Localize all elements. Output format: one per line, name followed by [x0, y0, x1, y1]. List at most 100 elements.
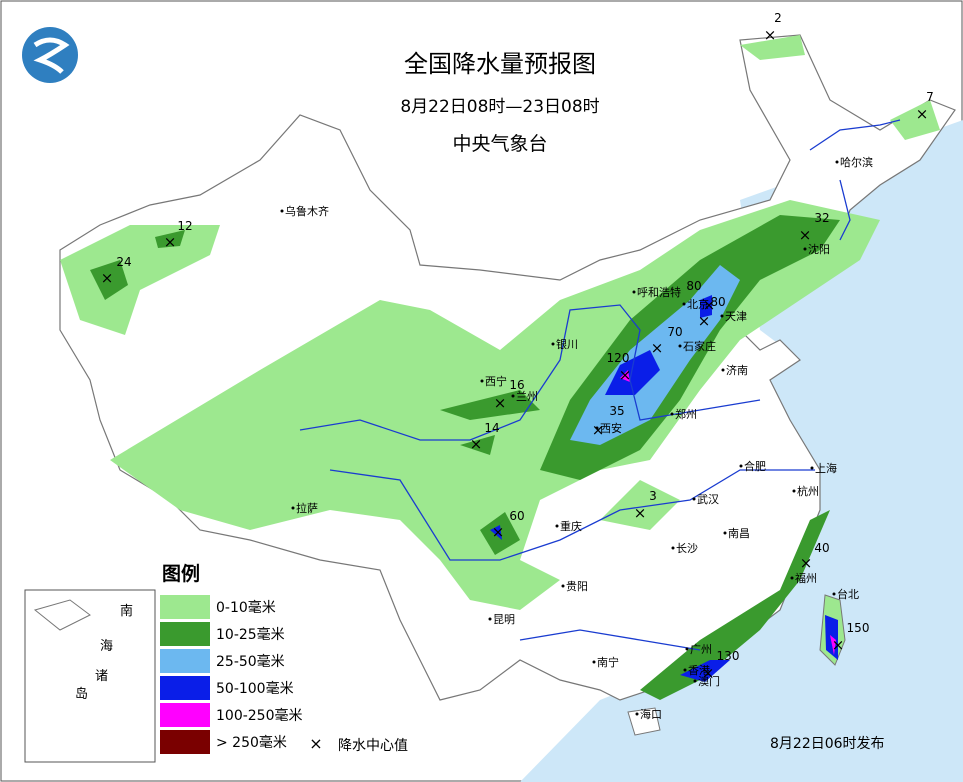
city-label: 重庆: [560, 519, 582, 533]
city-dot: [720, 314, 724, 318]
city-label: 济南: [726, 363, 748, 377]
center-value: 3: [649, 489, 657, 503]
center-marker: ×: [702, 664, 715, 682]
city-dot: [685, 647, 689, 651]
city-label: 呼和浩特: [637, 285, 681, 299]
ocean: [520, 120, 963, 782]
city-label: 哈尔滨: [840, 155, 873, 169]
city-label: 澳门: [698, 674, 720, 688]
center-marker: ×: [703, 296, 716, 314]
city-dot: [739, 464, 743, 468]
city-label: 长沙: [676, 542, 698, 555]
center-marker: ×: [470, 435, 483, 453]
center-marker: ×: [634, 504, 647, 522]
city-label: 乌鲁木齐: [285, 204, 329, 218]
legend-label: 100-250毫米: [216, 707, 303, 724]
inset-label: 诸: [95, 669, 108, 684]
city-dot: [803, 247, 807, 251]
city-label: 昆明: [493, 613, 515, 626]
city-dot: [632, 290, 636, 294]
issue-time: 8月22日06时发布: [770, 736, 885, 752]
city-label: 南宁: [597, 655, 619, 669]
city-label: 杭州: [797, 484, 819, 498]
legend-label: 50-100毫米: [216, 680, 294, 697]
center-value: 16: [509, 378, 524, 392]
city-label: 郑州: [675, 407, 697, 421]
center-marker: ×: [764, 26, 777, 44]
legend-swatch: [160, 595, 210, 619]
center-value: 120: [607, 351, 630, 365]
center-value: 80: [686, 279, 701, 293]
city-dot: [555, 524, 559, 528]
center-value: 40: [814, 541, 829, 555]
city-dot: [635, 712, 639, 716]
center-marker: ×: [492, 523, 505, 541]
center-value: 130: [717, 649, 740, 663]
city-dot: [592, 660, 596, 664]
city-label: 银川: [556, 337, 578, 351]
center-marker: ×: [799, 226, 812, 244]
city-dot: [480, 379, 484, 383]
legend-title: 图例: [162, 562, 200, 585]
legend-swatch: [160, 730, 210, 754]
precip-centers: ×2×7×12×24×32×80×80×70×120×16×35×14×3×60…: [101, 11, 934, 682]
city-label: 南昌: [728, 527, 750, 540]
city-label: 天津: [725, 310, 747, 323]
city-dot: [692, 497, 696, 501]
legend-swatch: [160, 649, 210, 673]
legend-marker-label: 降水中心值: [338, 738, 408, 754]
rain-areas: [60, 35, 940, 700]
city-dot: [678, 344, 682, 348]
city-label: 广州: [690, 643, 712, 656]
inset-label: 海: [100, 639, 113, 654]
city-dot: [551, 342, 555, 346]
legend-label: 0-10毫米: [216, 599, 276, 616]
inset-label: 南: [120, 603, 133, 619]
center-marker: ×: [101, 269, 114, 287]
center-value: 80: [710, 295, 725, 309]
city-dot: [670, 412, 674, 416]
city-dot: [835, 160, 839, 164]
city-dot: [693, 679, 697, 683]
agency: 中央气象台: [452, 133, 547, 155]
city-dot: [682, 302, 686, 306]
center-value: 12: [177, 219, 192, 233]
city-dot: [683, 668, 687, 672]
city-label: 武汉: [697, 493, 719, 506]
city-dot: [792, 489, 796, 493]
period: 8月22日08时—23日08时: [400, 97, 599, 117]
city-dot: [671, 546, 675, 550]
center-marker: ×: [592, 421, 605, 439]
city-dot: [561, 584, 565, 588]
legend-swatch: [160, 703, 210, 727]
city-label: 海口: [640, 707, 662, 721]
inset-coast: [33, 599, 91, 631]
city-dot: [721, 368, 725, 372]
city-label: 兰州: [516, 390, 538, 403]
city-label: 西安: [600, 421, 622, 435]
city-label: 贵阳: [566, 580, 588, 593]
city-dot: [832, 592, 836, 596]
city-dot: [488, 617, 492, 621]
city-dot: [810, 466, 814, 470]
legend-label: > 250毫米: [216, 734, 287, 751]
legend-marker: ×: [309, 734, 322, 753]
city-label: 台北: [837, 587, 859, 601]
city-label: 北京: [687, 297, 709, 311]
rivers: [299, 119, 901, 651]
inset-label: 岛: [75, 686, 88, 702]
legend-label: 25-50毫米: [216, 653, 285, 670]
city-label: 拉萨: [296, 501, 318, 515]
city-label: 沈阳: [808, 242, 830, 256]
center-value: 7: [926, 90, 934, 104]
center-value: 60: [509, 509, 524, 523]
city-label: 上海: [815, 461, 837, 475]
center-marker: ×: [494, 394, 507, 412]
title: 全国降水量预报图: [404, 50, 596, 78]
city-dot: [790, 576, 794, 580]
city-dot: [723, 531, 727, 535]
center-value: 24: [116, 255, 131, 269]
legend-swatch: [160, 622, 210, 646]
center-value: 14: [484, 421, 499, 435]
center-marker: ×: [619, 366, 632, 384]
